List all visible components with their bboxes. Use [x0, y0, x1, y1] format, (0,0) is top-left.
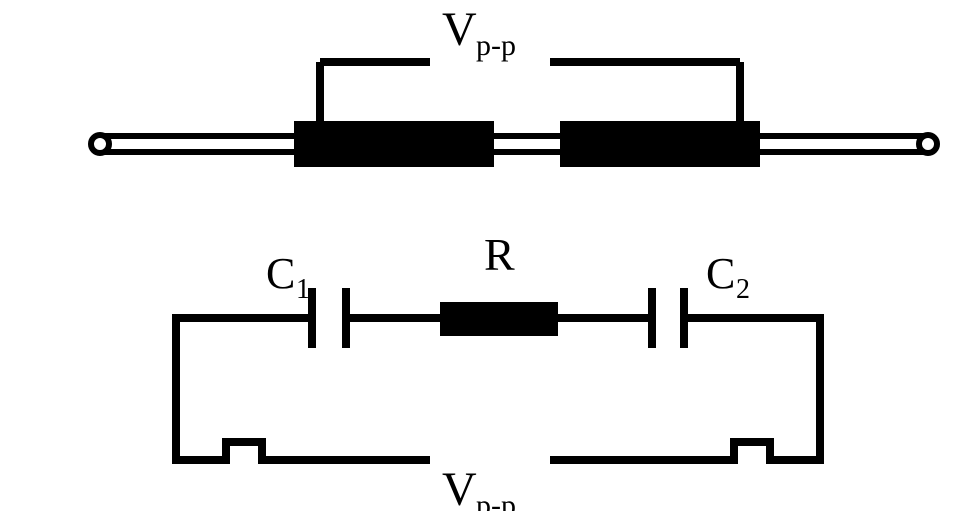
label-r: R	[484, 229, 515, 280]
electrode-1	[294, 121, 494, 167]
circuit-diagram: V p-p C 1 C 2 R V p-p	[0, 0, 965, 511]
bottom-wire-left	[176, 442, 430, 460]
label-c1: C	[266, 249, 295, 298]
bottom-vpp-subscript: p-p	[476, 489, 516, 511]
top-leads	[320, 62, 740, 121]
top-vpp-label: V	[442, 3, 477, 56]
label-c2: C	[706, 249, 735, 298]
top-vpp-subscript: p-p	[476, 29, 516, 62]
tube-endcap-right	[919, 135, 937, 153]
bottom-wire-right	[550, 442, 820, 460]
electrode-2	[560, 121, 760, 167]
label-c2-sub: 2	[736, 274, 750, 305]
tube-endcap-left	[91, 135, 109, 153]
resistor-r	[440, 302, 558, 336]
label-c1-sub: 1	[296, 274, 310, 305]
bottom-vpp-label: V	[442, 463, 477, 511]
